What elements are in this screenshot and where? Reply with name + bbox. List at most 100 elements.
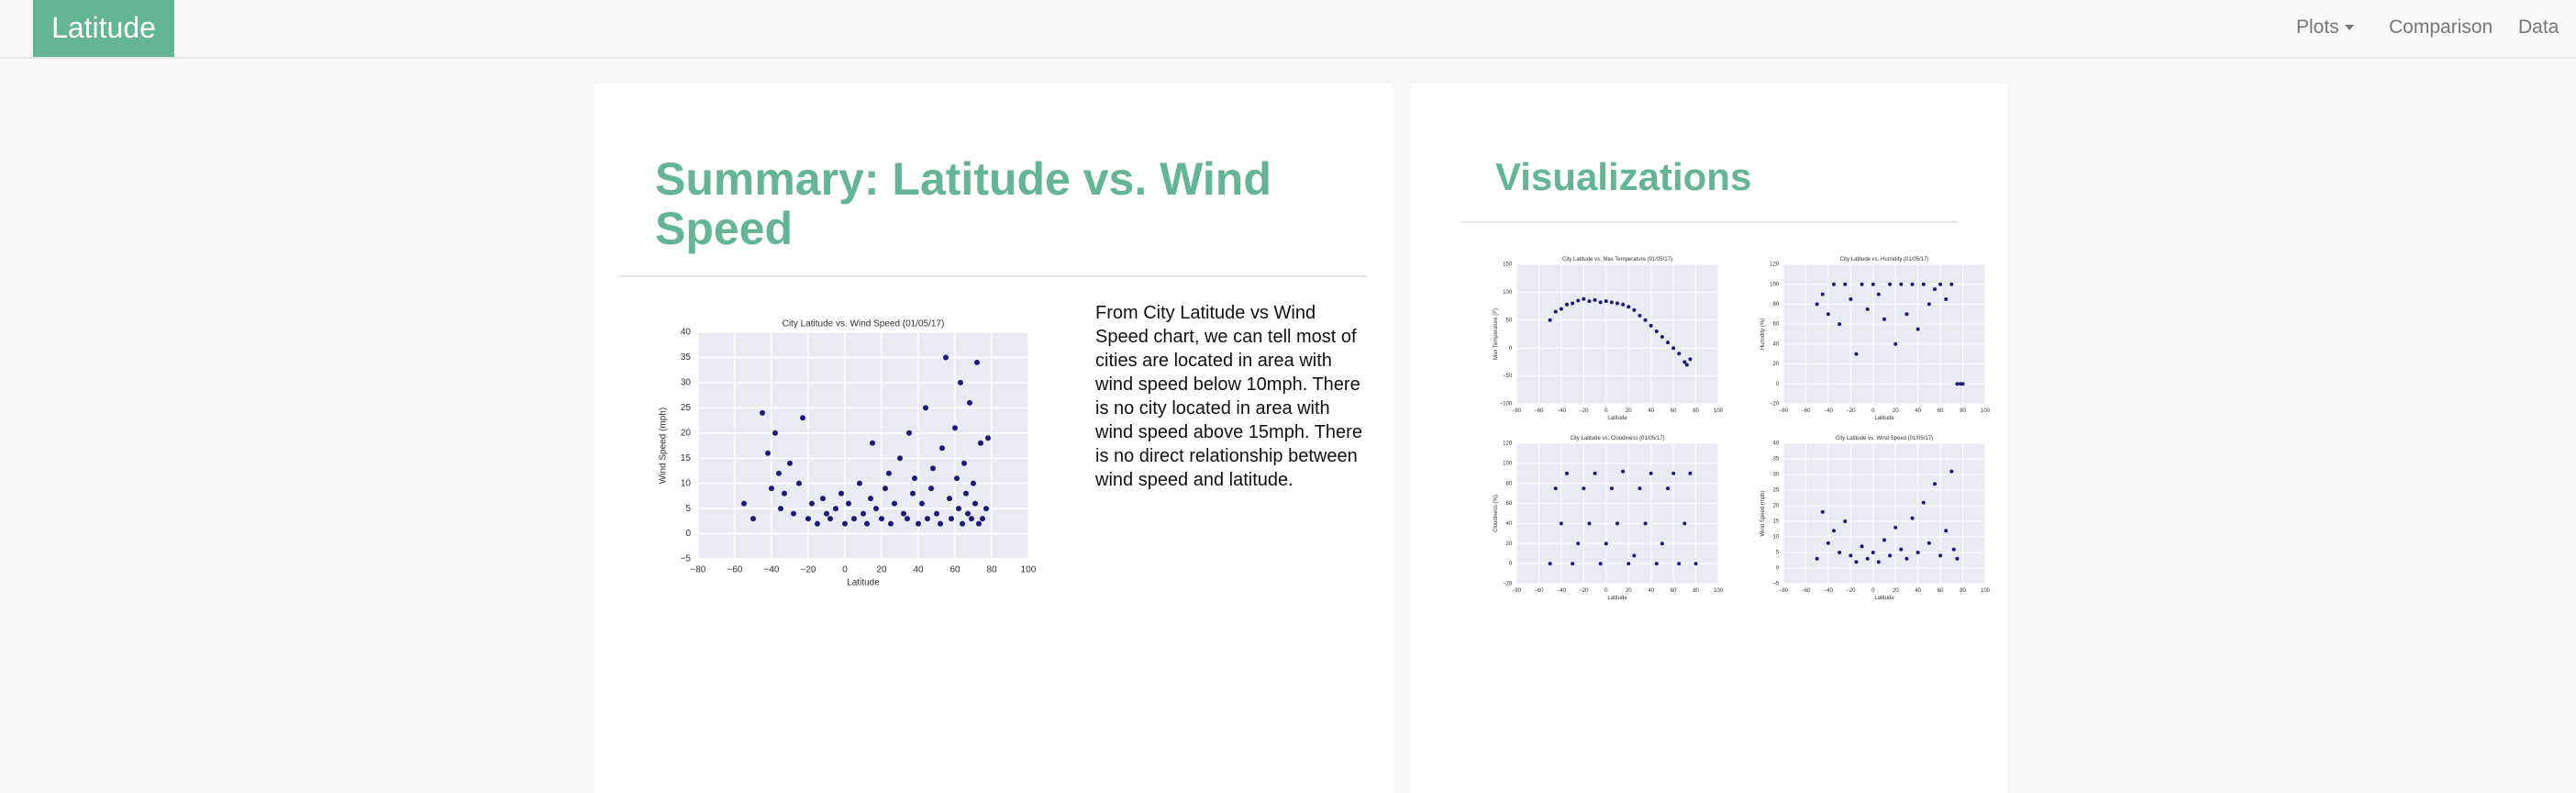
point [1910, 516, 1915, 520]
point [1854, 352, 1859, 356]
x-tick-label: 80 [1693, 408, 1699, 414]
nav-link[interactable]: Plots [2296, 17, 2339, 38]
x-tick-label: 0 [1604, 408, 1608, 414]
point [952, 425, 958, 431]
point [1671, 346, 1676, 351]
point [1871, 551, 1875, 554]
y-axis-label: Max Temperature (F) [1493, 308, 1499, 360]
x-tick-label: 20 [1893, 588, 1899, 594]
point [938, 520, 943, 527]
visualizations-title: Visualizations [1495, 155, 1752, 198]
y-tick-label: 80 [1506, 481, 1513, 486]
point [838, 490, 844, 497]
point [805, 516, 811, 522]
point [1826, 541, 1830, 545]
x-tick-label: 0 [1871, 588, 1875, 594]
y-tick-label: −100 [1500, 402, 1513, 408]
nav-dropdown[interactable]: Plots [2296, 0, 2354, 55]
x-tick-label: 0 [1604, 588, 1608, 594]
point [1553, 309, 1558, 314]
point [1677, 562, 1682, 566]
point [961, 460, 967, 466]
x-tick-label: −40 [764, 565, 780, 575]
point [857, 480, 862, 486]
y-tick-label: −20 [1503, 582, 1513, 587]
point [971, 480, 976, 486]
x-tick-label: −60 [1801, 588, 1811, 594]
y-tick-label: 35 [1773, 457, 1780, 463]
x-tick-label: 60 [1938, 588, 1944, 594]
point [974, 359, 980, 365]
point [1832, 282, 1836, 286]
x-axis-label: Latitude [1874, 416, 1894, 421]
point [1955, 382, 1960, 386]
nav-link[interactable]: Data [2518, 17, 2559, 38]
point [1677, 352, 1682, 356]
point [1938, 282, 1943, 286]
point [1955, 556, 1960, 561]
y-axis-label: Wind Speed (mph) [1760, 490, 1766, 536]
y-tick-label: 40 [1773, 341, 1780, 347]
point [1638, 486, 1642, 491]
point [1876, 560, 1881, 564]
y-tick-label: 120 [1770, 262, 1780, 268]
point [864, 520, 870, 527]
x-tick-label: 20 [1626, 408, 1632, 414]
brand[interactable]: Latitude [33, 0, 174, 57]
point [1915, 551, 1920, 554]
point [1654, 329, 1659, 333]
point [800, 415, 805, 421]
summary-text: From City Latitude vs Wind Speed chart, … [1095, 303, 1362, 490]
y-tick-label: 35 [681, 352, 692, 363]
x-tick-label: −40 [1824, 408, 1834, 414]
point [960, 520, 965, 527]
x-tick-label: −80 [1512, 588, 1522, 594]
y-tick-label: 60 [1773, 322, 1780, 328]
y-tick-label: 0 [1776, 382, 1780, 387]
point [1684, 363, 1689, 367]
point [956, 506, 961, 512]
point [1654, 562, 1659, 566]
point [778, 506, 783, 512]
x-tick-label: −80 [1512, 408, 1522, 414]
point [1609, 300, 1614, 305]
point [1553, 486, 1558, 491]
y-tick-label: 20 [1773, 362, 1780, 367]
x-tick-label: 80 [1693, 588, 1699, 594]
y-tick-label: 40 [681, 328, 692, 338]
point [750, 516, 756, 522]
x-tick-label: 100 [1714, 588, 1724, 594]
point [824, 510, 829, 517]
x-tick-label: −80 [691, 565, 706, 575]
point [1682, 360, 1687, 364]
point [1621, 302, 1626, 307]
point [947, 496, 952, 502]
point [1860, 282, 1864, 286]
point [1843, 519, 1848, 523]
chart-title: City Latitude vs. Max Temperature (01/05… [1562, 257, 1672, 262]
y-tick-label: 0 [1509, 562, 1513, 567]
x-tick-label: 60 [949, 565, 960, 575]
y-tick-label: 0 [685, 529, 691, 539]
point [1960, 382, 1965, 386]
point [1904, 312, 1909, 317]
point [787, 460, 793, 466]
nav-link[interactable]: Comparison [2389, 17, 2493, 38]
x-tick-label: 80 [1960, 588, 1966, 594]
x-tick-label: −20 [1579, 588, 1589, 594]
y-tick-label: 25 [1773, 488, 1780, 494]
point [741, 500, 747, 507]
x-tick-label: −40 [1557, 408, 1567, 414]
point [1888, 553, 1893, 558]
point [1882, 317, 1886, 321]
y-tick-label: 15 [1773, 519, 1780, 525]
x-tick-label: 40 [913, 565, 924, 575]
point [1899, 282, 1904, 286]
x-tick-label: −80 [1779, 588, 1789, 594]
point [1649, 323, 1653, 328]
x-tick-label: 20 [876, 565, 887, 575]
chart-title: City Latitude vs. Wind Speed (01/05/17) [783, 319, 945, 329]
point [928, 486, 934, 492]
point [1865, 556, 1870, 561]
